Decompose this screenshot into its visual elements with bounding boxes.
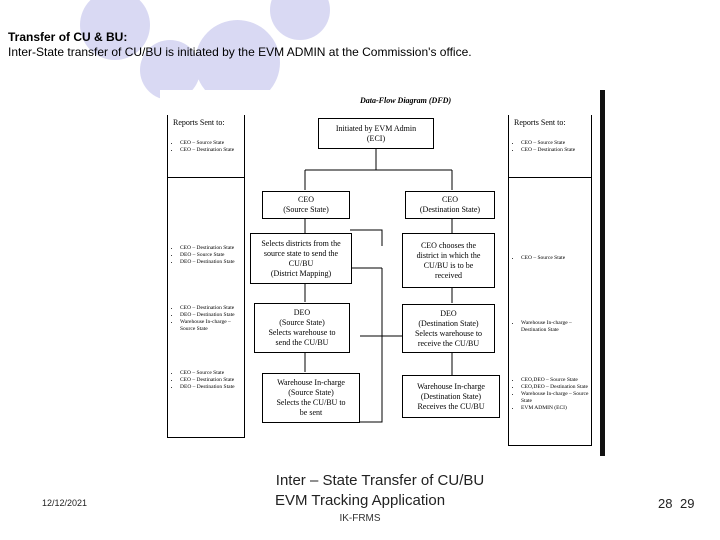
diagram-title: Data-Flow Diagram (DFD) [360,96,452,105]
report-item: Warehouse In-charge – Source State [180,319,244,333]
data-flow-diagram: Data-Flow Diagram (DFD) Initiated by EVM… [160,90,606,458]
report-item: CEO – Destination State [521,147,591,154]
report-item: DEO – Destination State [180,259,244,266]
report-item: Warehouse In-charge – Destination State [521,320,591,334]
report-item: CEO – Destination State [180,147,244,154]
page-number: 28 [658,496,673,511]
ceo-source-box: CEO (Source State) [262,191,350,219]
report-item: DEO – Source State [180,252,244,259]
box-line: received [434,270,463,280]
reports-heading: Reports Sent to: [514,118,566,127]
box-line: CU/BU [288,258,314,268]
box-line: CU/BU is to be [423,260,474,270]
deo-source-box: DEO (Source State) Selects warehouse to sen… [254,303,350,353]
box-line: (Source State) [279,318,325,327]
box-line: Selects the CU/BU to [276,398,346,407]
ceo-destination-box: CEO (Destination State) [405,191,495,219]
report-item: CEO – Source State [180,370,244,377]
box-line: (Destination State) [420,391,482,401]
footer-app-name: EVM Tracking Application [274,492,446,509]
report-item: EVM ADMIN (ECI) [521,405,591,412]
box-line: (Source State) [283,205,329,214]
left-reports-column: Reports Sent to: CEO – Source StateCEO –… [167,115,245,438]
box-line: (District Mapping) [270,268,332,278]
box-line: CEO [442,195,458,204]
report-item: CEO – Destination State [180,377,244,384]
report-item: DEO – Destination State [180,312,244,319]
footer-org: IK-FRMS [339,513,381,524]
box-line: Selects warehouse to [414,328,483,338]
box-line: receive the CU/BU [417,338,480,348]
footer-title: Inter – State Transfer of CU/BU [275,472,485,489]
box-line: be sent [299,408,323,417]
box-line: Initiated by EVM Admin [335,123,417,133]
report-item: CEO – Destination State [180,245,244,252]
ceo-chooses-box: CEO chooses the district in which the CU/B… [402,233,495,288]
box-line: CEO chooses the [420,240,477,250]
report-item: CEO – Source State [521,140,591,147]
box-line: DEO [293,308,311,317]
initiated-by-admin-box: Initiated by EVM Admin (ECI) [318,118,434,149]
footer-date: 12/12/2021 [42,498,88,508]
box-line: CEO [298,195,314,204]
slide-subtitle: Inter-State transfer of CU/BU is initiat… [8,45,472,59]
warehouse-destination-box: Warehouse In-charge (Destination State) Re… [402,375,500,418]
report-item: CEO – Source State [180,140,244,147]
box-line: DEO [440,308,457,318]
box-line: district in which the [416,250,481,260]
report-item: CEO,DEO – Destination State [521,384,591,391]
box-line: (Destination State) [418,318,479,328]
box-line: source state to send the [263,248,339,258]
box-line: Warehouse In-charge [277,378,345,387]
right-reports-column: Reports Sent to: CEO – Source StateCEO –… [508,115,592,446]
reports-heading: Reports Sent to: [173,118,225,127]
box-line: Warehouse In-charge [417,381,485,391]
report-item: CEO – Destination State [180,305,244,312]
box-line: Receives the CU/BU [417,401,485,411]
select-districts-box: Selects districts from the source state t… [250,233,352,284]
decor-circle [80,0,150,60]
connectors [304,148,453,423]
diagram-border [600,90,605,456]
report-item: CEO – Source State [521,255,591,262]
report-item: DEO – Destination State [180,384,244,391]
box-line: Selects warehouse to [268,328,336,337]
box-line: send the CU/BU [275,338,329,347]
box-line: (ECI) [366,133,386,143]
box-line: (Destination State) [419,205,481,214]
slide-title: Transfer of CU & BU: [8,30,128,44]
box-line: Selects districts from the [261,238,341,248]
box-line: (Source State) [288,388,334,397]
decor-circle [270,0,330,40]
report-item: Warehouse In-charge – Source State [521,391,591,405]
deo-destination-box: DEO (Destination State) Selects warehouse … [402,304,495,353]
page-number-overlay: 29 [680,496,695,511]
report-item: CEO,DEO – Source State [521,377,591,384]
warehouse-source-box: Warehouse In-charge (Source State) Selects… [262,373,360,423]
